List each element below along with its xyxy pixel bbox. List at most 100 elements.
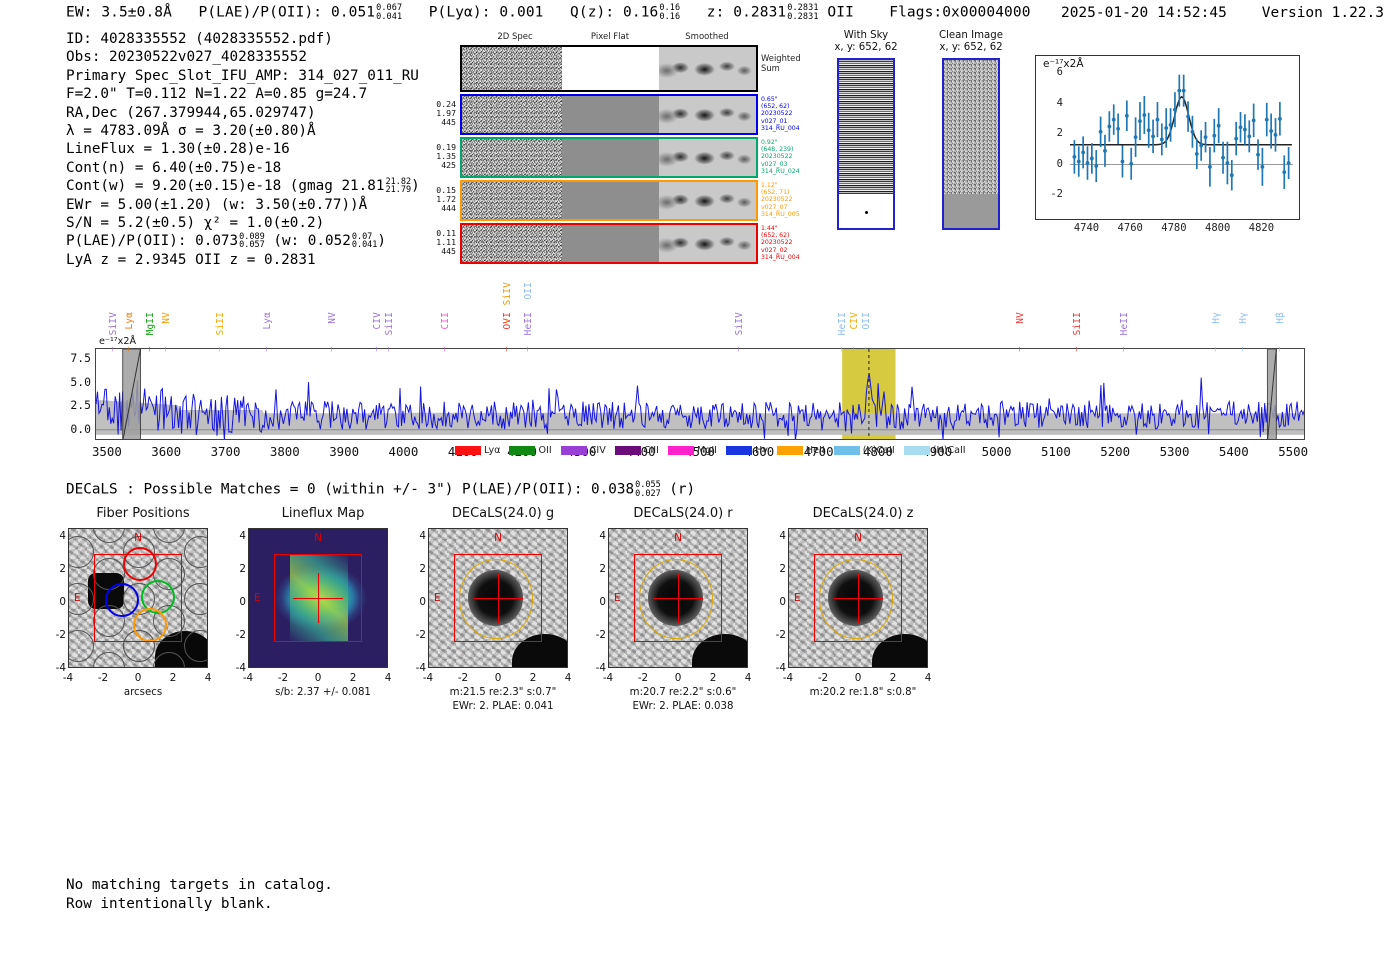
col-header-smoothed: Smoothed [685, 32, 729, 42]
xtick: 3500 [91, 444, 122, 459]
emission-line-bracket: ⌣ [1211, 346, 1222, 352]
cutout-ytick: 4 [59, 530, 66, 542]
east-label: E [794, 592, 801, 605]
xtick: 4800 [863, 444, 893, 459]
fiber-meta: 1.44" (652, 62) 20230522 v027_02 314_RU_004 [761, 225, 800, 261]
cell-pixelflat [561, 139, 659, 176]
cell-2dspec [462, 182, 562, 219]
emission-line-label: CIV [849, 312, 861, 330]
xtick: 4740 [1073, 222, 1100, 234]
cutout-ytick: 4 [239, 530, 246, 542]
emission-line-bracket: ⌣ [371, 346, 382, 352]
info-ewr: EWr = 5.00(±1.20) (w: 3.50(±0.77))Å [66, 196, 368, 213]
cutout-ytick: 2 [779, 563, 786, 575]
xtick: 5400 [1218, 444, 1249, 459]
cutout-xtick: -4 [602, 672, 614, 684]
fiber-circle [69, 536, 95, 569]
legend-item: Lyα [455, 445, 500, 456]
info-cont-w: Cont(w) = 9.20(±0.15)e-18 (gmag 21.81 21.… [66, 176, 420, 196]
fiber-circle-highlight [132, 607, 167, 642]
plae-lower: 0.041 [376, 11, 403, 22]
legend-label: Hγ [755, 445, 768, 456]
sky-thumbnails: With Sky x, y: 652, 62 Clean Image x, y:… [820, 30, 1020, 260]
xtick: 5000 [981, 444, 1012, 459]
line-fit-axes [1035, 55, 1300, 220]
xtick: 4820 [1248, 222, 1275, 234]
aperture-box [633, 553, 723, 643]
qz-label: Q(z): [570, 4, 615, 21]
cell-smoothed [658, 182, 756, 219]
fiber-left-values: 0.24 1.97 445 [436, 99, 456, 128]
cutout-caption-1: m:21.5 re:2.3" s:0.7" [449, 687, 557, 698]
cutout-xtick: -2 [637, 672, 649, 684]
legend-swatch [776, 446, 803, 455]
qz-value: 0.16 [623, 4, 659, 21]
cutout-ytick: -4 [235, 662, 246, 674]
cutout-title: DECaLS(24.0) z [812, 506, 914, 521]
east-label: E [614, 592, 621, 605]
cell-smoothed [658, 225, 756, 262]
legend-swatch [833, 446, 860, 455]
cutout-xtick: -4 [242, 672, 254, 684]
fiber-circle [69, 583, 95, 615]
cutout-caption-2: EWr: 2. PLAE: 0.038 [632, 701, 734, 712]
fiber-circle-highlight [123, 547, 157, 582]
cutout-xtick: -2 [97, 672, 109, 684]
cutout-xtick: 0 [314, 672, 322, 684]
legend-label: MgII [696, 445, 717, 456]
fiber-left-values: 0.11 1.11 445 [436, 228, 456, 257]
legend-item: CIV [560, 445, 606, 456]
fiber-meta: 0.92" (648, 239) 20230522 v027_03 314_RU_024 [761, 139, 800, 175]
emission-line-label: SiIV [733, 312, 745, 336]
cutout-ytick: 0 [59, 596, 66, 608]
legend-swatch [614, 446, 641, 455]
full-spectrum-plot: SiIV ⌣ Lyα ⌣ MgII ⌣ NV ⌣ SiII ⌣ Lyα ⌣ NV ⌣ CIV ⌣ SiII ⌣ CI… [70, 282, 1308, 459]
cutout-xtick: -2 [817, 672, 829, 684]
cutout-title: Fiber Positions [96, 506, 190, 521]
info-radec: RA,Dec (267.379944,65.029747) [66, 104, 316, 121]
emission-line-label: Hβ [1275, 312, 1287, 324]
legend-label: (H)CaII [932, 445, 966, 456]
cell-2dspec [462, 96, 562, 133]
cutout-panel: Lineflux Map N E -4 -2 0 2 4 4 2 0 -2 -4 s/b: 2.37 +/… [236, 506, 398, 718]
emission-line-bracket: ⌣ [522, 346, 533, 352]
fiber-circle [183, 629, 207, 662]
detection-info-block: ID: 4028335552 (4028335552.pdf) Obs: 202… [66, 30, 420, 269]
emission-line-label: HeII [1119, 312, 1131, 336]
footer-note: No matching targets in catalog. Row inte… [66, 876, 333, 913]
cutout-ytick: -2 [415, 629, 426, 641]
info-id: ID: 4028335552 (4028335552.pdf) [66, 31, 333, 47]
fiber-circle [69, 629, 95, 662]
info-wavelength: λ = 4783.09Å σ = 3.20(±0.80)Å [66, 123, 316, 140]
xtick: 5300 [1159, 444, 1190, 459]
info-cont-n: Cont(n) = 6.40(±0.75)e-18 [66, 159, 282, 176]
cutout-panel: Fiber Positions N E -4 -2 0 2 4 4 2 0 -2 -4 arcsecs [56, 506, 218, 718]
emission-line-bracket: ⌣ [502, 346, 513, 352]
cutout-xtick: 2 [169, 672, 177, 684]
weighted-sum-label: Weighted Sum [761, 53, 801, 73]
emission-line-label: Hγ [1237, 312, 1249, 324]
flags-value: Flags:0x00004000 [889, 4, 1031, 21]
info-redshifts: LyA z = 2.9345 OII z = 0.2831 [66, 251, 316, 268]
emission-line-label: SiII [383, 312, 395, 336]
ytick: 6 [1056, 66, 1063, 79]
emission-line-bracket: ⌣ [849, 346, 860, 352]
with-sky-image [837, 58, 895, 230]
spec2d-fiber-row [460, 223, 758, 264]
cutout-panel: DECaLS(24.0) g N E -4 -2 0 2 4 4 2 0 -2 -4 m:21.5 re:… [416, 506, 578, 718]
cutout-title: DECaLS(24.0) r [633, 506, 733, 521]
info-primary-spec: Primary Spec_Slot_IFU_AMP: 314_027_011_R… [66, 67, 419, 84]
legend-item: Hγ [726, 445, 768, 456]
legend-label: CIII [643, 445, 659, 456]
cutout-ytick: -2 [775, 629, 786, 641]
xtick: 5500 [1278, 444, 1309, 459]
emission-line-label: OII [522, 282, 534, 300]
plae-value: 0.051 [330, 4, 376, 21]
timestamp: 2025-01-20 14:52:45 [1060, 5, 1227, 21]
aperture-box [813, 553, 903, 643]
emission-line-bracket: ⌣ [1275, 346, 1286, 352]
cell-smoothed [658, 139, 756, 176]
emission-line-bracket: ⌣ [1119, 346, 1130, 352]
